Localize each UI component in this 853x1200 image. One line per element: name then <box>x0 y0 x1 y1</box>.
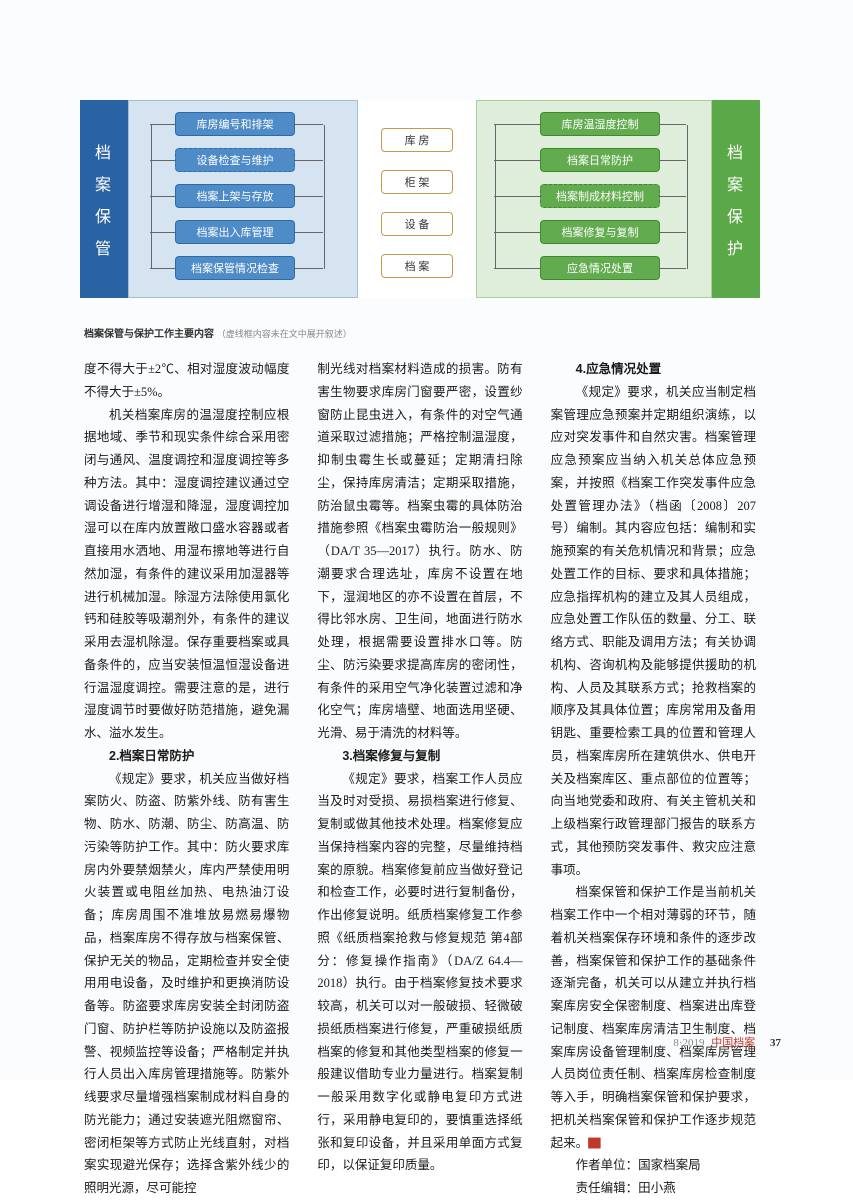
end-mark-icon: ▇ <box>588 1136 601 1150</box>
page-number: 37 <box>770 1037 781 1049</box>
mid-node-2: 设 备 <box>381 212 453 236</box>
right-node-3: 档案修复与复制 <box>540 220 660 244</box>
left-node-0: 库房编号和排架 <box>175 112 295 136</box>
connector <box>295 196 323 197</box>
author-credit: 作者单位：国家档案局 <box>551 1154 756 1177</box>
connector <box>687 125 688 269</box>
right-node-4: 应急情况处置 <box>540 256 660 280</box>
page-footer: 8·2019 中国档案 37 <box>673 1034 781 1050</box>
connector <box>150 196 175 197</box>
right-node-2: 档案制成材料控制 <box>540 184 660 208</box>
char: 保 <box>95 203 113 227</box>
char: 管 <box>95 235 113 259</box>
right-node-1: 档案日常防护 <box>540 148 660 172</box>
caption-text: 档案保管与保护工作主要内容 <box>84 329 214 340</box>
connector <box>494 196 540 197</box>
paragraph: 制光线对档案材料造成的损害。防有害生物要求库房门窗要严密，设置纱窗防止昆虫进入，… <box>317 358 522 745</box>
section-heading: 3.档案修复与复制 <box>317 745 522 768</box>
diagram-caption: 档案保管与保护工作主要内容 （虚线框内容未在文中展开叙述） <box>84 325 352 340</box>
connector <box>295 268 323 269</box>
connector <box>494 268 540 269</box>
connector <box>494 232 540 233</box>
connector <box>295 232 323 233</box>
connector <box>660 196 686 197</box>
text: 档案保管和保护工作是当前机关档案工作中一个相对薄弱的环节，随着机关档案保存环境和… <box>551 885 756 1149</box>
column-2: 制光线对档案材料造成的损害。防有害生物要求库房门窗要严密，设置纱窗防止昆虫进入，… <box>317 358 522 1200</box>
connector <box>150 160 175 161</box>
connector <box>295 124 323 125</box>
connector <box>151 125 152 269</box>
mid-node-3: 档 案 <box>381 254 453 278</box>
connector <box>150 232 175 233</box>
char: 护 <box>727 235 745 259</box>
connector <box>660 124 686 125</box>
left-node-4: 档案保管情况检查 <box>175 256 295 280</box>
char: 档 <box>727 139 745 163</box>
paragraph: 《规定》要求，档案工作人员应当及时对受损、易损档案进行修复、复制或做其他技术处理… <box>317 768 522 1178</box>
char: 保 <box>727 203 745 227</box>
connector <box>495 125 496 269</box>
column-3: 4.应急情况处置 《规定》要求，机关应当制定档案管理应急预案并定期组织演练，以应… <box>551 358 756 1200</box>
column-1: 度不得大于±2℃、相对湿度波动幅度不得大于±5%。 机关档案库房的温湿度控制应根… <box>84 358 289 1200</box>
editor-credit: 责任编辑：田小燕 <box>551 1177 756 1200</box>
char: 案 <box>95 171 113 195</box>
paragraph: 档案保管和保护工作是当前机关档案工作中一个相对薄弱的环节，随着机关档案保存环境和… <box>551 881 756 1154</box>
char: 档 <box>95 139 113 163</box>
paragraph: 机关档案库房的温湿度控制应根据地域、季节和现实条件综合采用密闭与通风、温度调控和… <box>84 404 289 745</box>
paragraph: 度不得大于±2℃、相对湿度波动幅度不得大于±5%。 <box>84 358 289 404</box>
right-sidebar-label: 档 案 保 护 <box>712 100 760 298</box>
left-node-1: 设备检查与维护 <box>175 148 295 172</box>
mid-node-0: 库 房 <box>381 128 453 152</box>
connector <box>150 124 175 125</box>
char: 案 <box>727 171 745 195</box>
connector <box>150 268 175 269</box>
connector <box>494 160 540 161</box>
issue-number: 8·2019 <box>673 1037 704 1049</box>
magazine-name: 中国档案 <box>711 1037 755 1049</box>
paragraph: 《规定》要求，机关应当制定档案管理应急预案并定期组织演练，以应对突发事件和自然灾… <box>551 381 756 882</box>
right-node-0: 库房温湿度控制 <box>540 112 660 136</box>
left-node-2: 档案上架与存放 <box>175 184 295 208</box>
section-heading: 2.档案日常防护 <box>84 745 289 768</box>
article-body: 度不得大于±2℃、相对湿度波动幅度不得大于±5%。 机关档案库房的温湿度控制应根… <box>84 358 756 1200</box>
connector <box>660 232 686 233</box>
connector <box>324 125 325 269</box>
caption-note: （虚线框内容未在文中展开叙述） <box>217 329 352 339</box>
flowchart-diagram: 档 案 保 管 档 案 保 护 库房编号和排架设备检查与维护档案上架与存放档案出… <box>80 100 760 320</box>
connector <box>660 160 686 161</box>
connector <box>295 160 323 161</box>
section-heading: 4.应急情况处置 <box>551 358 756 381</box>
left-sidebar-label: 档 案 保 管 <box>80 100 128 298</box>
paragraph: 《规定》要求，机关应当做好档案防火、防盗、防紫外线、防有害生物、防水、防潮、防尘… <box>84 768 289 1200</box>
left-node-3: 档案出入库管理 <box>175 220 295 244</box>
connector <box>494 124 540 125</box>
connector <box>660 268 686 269</box>
mid-node-1: 柜 架 <box>381 170 453 194</box>
